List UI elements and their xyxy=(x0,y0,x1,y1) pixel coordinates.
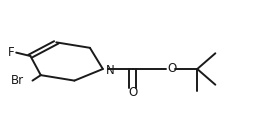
Text: O: O xyxy=(128,86,137,99)
Text: Br: Br xyxy=(10,74,24,87)
Text: O: O xyxy=(168,62,177,75)
Text: F: F xyxy=(8,46,15,59)
Text: N: N xyxy=(106,64,115,77)
